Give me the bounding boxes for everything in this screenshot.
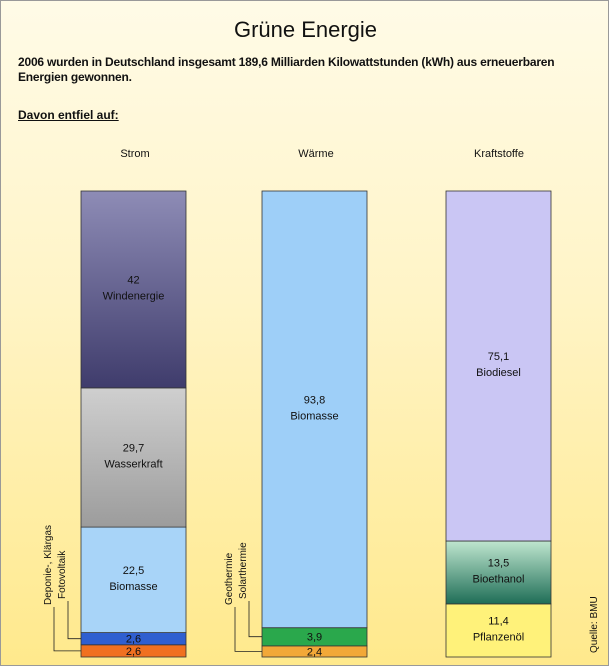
value-label-strom-windenergie: 42 xyxy=(127,274,139,286)
chart-title: Grüne Energie xyxy=(233,17,378,42)
bar-segment-kraftstoffe-pflanzenoel xyxy=(445,603,552,658)
column-header-kraftstoffe: Kraftstoffe xyxy=(474,148,524,160)
value-label-kraftstoffe-pflanzenoel: 11,4 xyxy=(488,615,509,627)
bar-segment-strom-wasserkraft xyxy=(80,387,187,528)
value-label-kraftstoffe-bioethanol: 13,5 xyxy=(488,557,509,569)
bar-segment-kraftstoffe-bioethanol xyxy=(445,540,552,605)
bars-group: 2,62,6 22,5 Biomasse 29,7 Wasserkraft 42 Winde… xyxy=(80,190,552,658)
source-note: Quelle: BMU xyxy=(589,596,600,653)
callout-line-strom-deponie-klaergas xyxy=(53,607,81,652)
value-label-waerme-biomasse: 93,8 xyxy=(304,394,325,406)
callout-line-waerme-geothermie xyxy=(234,607,262,652)
chart-subtitle: 2006 wurden in Deutschland insgesamt 189… xyxy=(18,55,555,84)
column-header-strom: Strom xyxy=(120,148,150,160)
bar-segment-strom-biomasse xyxy=(80,526,187,633)
name-label-kraftstoffe-pflanzenoel: Pflanzenöl xyxy=(473,631,524,643)
value-label-strom-biomasse: 22,5 xyxy=(123,565,144,577)
value-label-waerme-geothermie: 2,4 xyxy=(307,646,322,658)
name-label-strom-biomasse: Biomasse xyxy=(109,581,157,593)
side-label-strom-fotovoltaik: Fotovoltaik xyxy=(57,550,68,599)
callout-line-waerme-solarthermie xyxy=(248,601,262,638)
bar-segment-strom-windenergie xyxy=(80,190,187,389)
callout-line-strom-fotovoltaik xyxy=(67,601,81,640)
column-header-waerme: Wärme xyxy=(298,148,334,160)
side-label-strom-deponie-klaergas: Deponie-, Klärgas xyxy=(43,525,54,605)
name-label-strom-wasserkraft: Wasserkraft xyxy=(104,459,162,471)
name-label-kraftstoffe-biodiesel: Biodiesel xyxy=(476,367,521,379)
value-label-strom-fotovoltaik: 2,6 xyxy=(126,634,141,646)
name-label-strom-windenergie: Windenergie xyxy=(103,290,165,302)
bar-segment-kraftstoffe-biodiesel xyxy=(445,190,552,542)
davon-heading: Davon entfiel auf: xyxy=(18,108,119,122)
value-label-kraftstoffe-biodiesel: 75,1 xyxy=(488,351,509,363)
value-label-waerme-solarthermie: 3,9 xyxy=(307,632,322,644)
side-label-waerme-solarthermie: Solarthermie xyxy=(238,542,249,599)
name-label-kraftstoffe-bioethanol: Bioethanol xyxy=(473,573,525,585)
bar-segment-waerme-biomasse xyxy=(261,190,368,629)
name-label-waerme-biomasse: Biomasse xyxy=(290,410,338,422)
callouts-group: Deponie-, Klärgas Fotovoltaik Geothermie So… xyxy=(43,525,262,652)
value-label-strom-deponie-klaergas: 2,6 xyxy=(126,646,141,658)
side-label-waerme-geothermie: Geothermie xyxy=(224,552,235,605)
value-label-strom-wasserkraft: 29,7 xyxy=(123,443,144,455)
